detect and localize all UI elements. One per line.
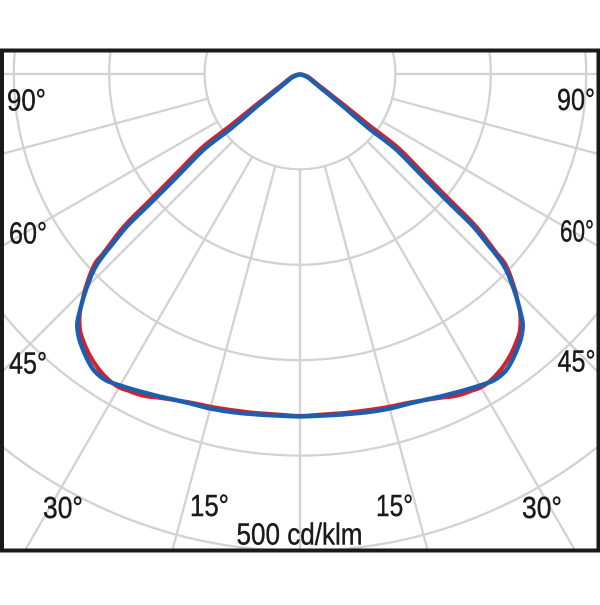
svg-text:30°: 30° <box>522 490 562 525</box>
svg-text:15°: 15° <box>190 488 229 523</box>
svg-text:90°: 90° <box>557 82 595 117</box>
svg-text:60°: 60° <box>9 215 47 250</box>
svg-text:45°: 45° <box>558 344 596 379</box>
svg-text:60°: 60° <box>560 214 594 249</box>
svg-text:45°: 45° <box>9 345 47 380</box>
svg-text:30°: 30° <box>43 490 83 525</box>
svg-text:15°: 15° <box>376 488 413 523</box>
svg-text:500 cd/klm: 500 cd/klm <box>237 516 363 551</box>
svg-text:90°: 90° <box>7 82 46 117</box>
